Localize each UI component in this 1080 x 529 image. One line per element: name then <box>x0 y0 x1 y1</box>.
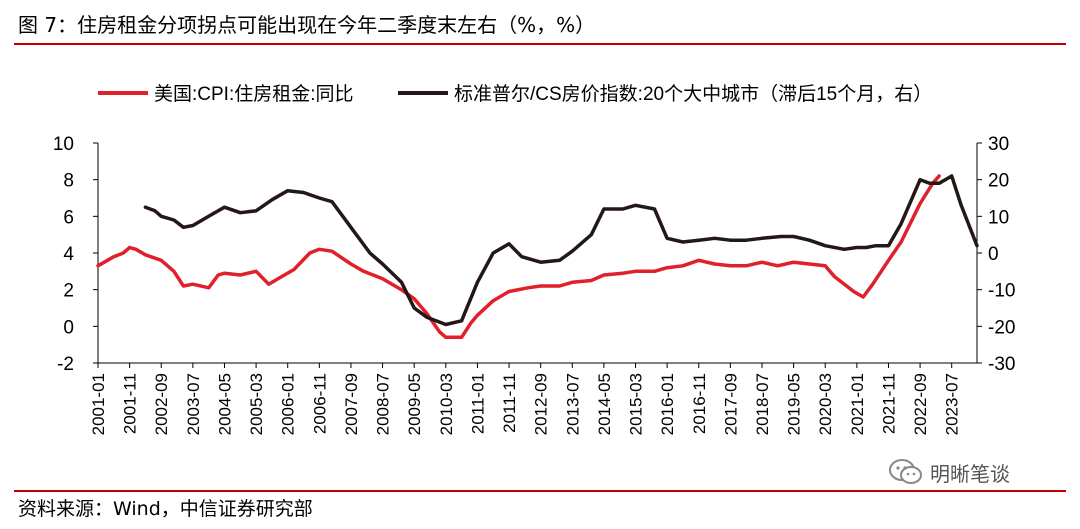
y-left-tick-label: -2 <box>57 354 74 375</box>
wechat-icon <box>889 459 922 484</box>
x-tick-label: 2017-09 <box>721 373 740 435</box>
x-tick-label: 2021-01 <box>848 373 867 435</box>
x-tick-label: 2007-09 <box>342 373 361 435</box>
x-tick-label: 2016-01 <box>658 373 677 435</box>
figure-title: 图 7：住房租金分项拐点可能出现在今年二季度末左右（%，%） <box>18 13 596 37</box>
source-note: 资料来源：Wind，中信证券研究部 <box>18 498 313 520</box>
x-tick-label: 2008-07 <box>374 373 393 435</box>
legend-label-rent: 美国:CPI:住房租金:同比 <box>154 83 354 105</box>
x-tick-label: 2005-03 <box>247 373 266 435</box>
x-tick-label: 2006-11 <box>310 373 329 434</box>
y-right-tick-label: 30 <box>988 134 1009 155</box>
x-tick-label: 2009-05 <box>405 373 424 435</box>
x-tick-label: 2016-11 <box>690 373 709 434</box>
x-tick-label: 2003-07 <box>184 373 203 435</box>
x-tick-label: 2011-01 <box>468 373 487 434</box>
legend: 美国:CPI:住房租金:同比 标准普尔/CS房价指数:20个大中城市（滞后15个… <box>98 83 932 105</box>
y-left-tick-label: 2 <box>63 281 74 302</box>
y-right-tick-label: 20 <box>988 171 1009 192</box>
y-left-tick-label: 8 <box>63 171 74 192</box>
x-tick-label: 2010-03 <box>437 373 456 435</box>
y-right-tick-label: -20 <box>988 317 1015 338</box>
x-tick-label: 2001-01 <box>89 373 108 435</box>
x-tick-label: 2014-05 <box>595 373 614 435</box>
series-line-hpi <box>143 174 979 327</box>
x-tick-label: 2015-03 <box>627 373 646 435</box>
x-tick-label: 2018-07 <box>753 373 772 435</box>
x-tick-label: 2013-07 <box>563 373 582 435</box>
x-tick-label: 2019-05 <box>785 373 804 435</box>
y-right-tick-label: 0 <box>988 244 999 265</box>
x-tick-label: 2002-09 <box>152 373 171 435</box>
y-left-tick-label: 4 <box>63 244 74 265</box>
x-tick-label: 2012-09 <box>532 373 551 435</box>
x-tick-label: 2006-01 <box>279 373 298 435</box>
source-divider <box>14 490 1066 492</box>
y-left-tick-label: 6 <box>63 207 74 228</box>
y-left-tick-label: 10 <box>53 134 74 155</box>
legend-label-hpi: 标准普尔/CS房价指数:20个大中城市（滞后15个月，右） <box>454 83 932 105</box>
watermark: 明晰笔谈 <box>888 452 1058 492</box>
series-line-rent <box>96 174 941 340</box>
y-right-tick-label: -10 <box>988 281 1015 302</box>
title-divider <box>14 43 1066 45</box>
series-layer <box>96 174 979 340</box>
watermark-text: 明晰笔谈 <box>930 461 1010 486</box>
x-tick-label: 2004-05 <box>215 373 234 435</box>
x-tick-label: 2022-09 <box>911 373 930 435</box>
y-right-tick-label: 10 <box>988 207 1009 228</box>
x-tick-label: 2011-11 <box>500 373 519 433</box>
x-tick-label: 2001-11 <box>121 373 140 434</box>
y-left-tick-label: 0 <box>63 317 74 338</box>
x-tick-label: 2023-07 <box>943 373 962 435</box>
y-right-tick-label: -30 <box>988 354 1015 375</box>
x-tick-label: 2021-11 <box>879 373 898 434</box>
x-tick-label: 2020-03 <box>816 373 835 435</box>
